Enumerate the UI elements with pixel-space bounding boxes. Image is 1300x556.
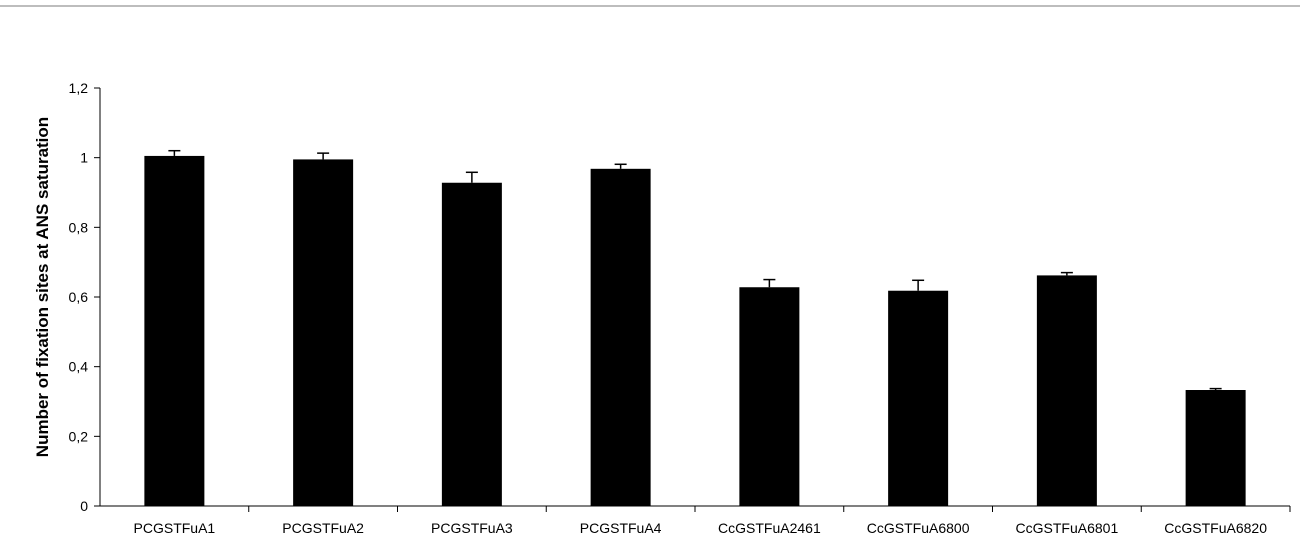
y-axis-title: Number of fixation sites at ANS saturati… [33,117,52,457]
x-axis-labels: PCGSTFuA1 PCGSTFuA2 PCGSTFuA3 PCGSTFuA4 CcGS… [134,506,1291,536]
y-tick-label: 0,8 [69,219,89,235]
bar [739,287,800,506]
y-tick-label: 1 [80,150,88,166]
bar [1185,390,1246,506]
bar [144,155,205,507]
x-category-label: PCGSTFuA2 [282,520,364,536]
bar [293,159,354,507]
x-category-label: PCGSTFuA4 [580,520,662,536]
bar [590,168,651,506]
y-tick-label: 0,4 [69,359,89,375]
bar [888,290,949,506]
y-tick-label: 0,6 [69,289,89,305]
y-tick-label: 0,2 [69,428,89,444]
y-tick-label: 0 [80,498,88,514]
bars [144,155,1246,507]
y-tick-label: 1,2 [69,80,89,96]
x-category-label: PCGSTFuA3 [431,520,513,536]
x-category-label: PCGSTFuA1 [134,520,216,536]
x-category-label: CcGSTFuA6800 [867,520,970,536]
y-axis-ticks: 0 0,2 0,4 0,6 0,8 1 1,2 [69,80,100,514]
bar [441,182,502,506]
x-category-label: CcGSTFuA6801 [1016,520,1119,536]
bar [1036,275,1097,506]
x-category-label: CcGSTFuA2461 [718,520,821,536]
x-category-label: CcGSTFuA6820 [1164,520,1267,536]
error-bars [168,149,1222,391]
